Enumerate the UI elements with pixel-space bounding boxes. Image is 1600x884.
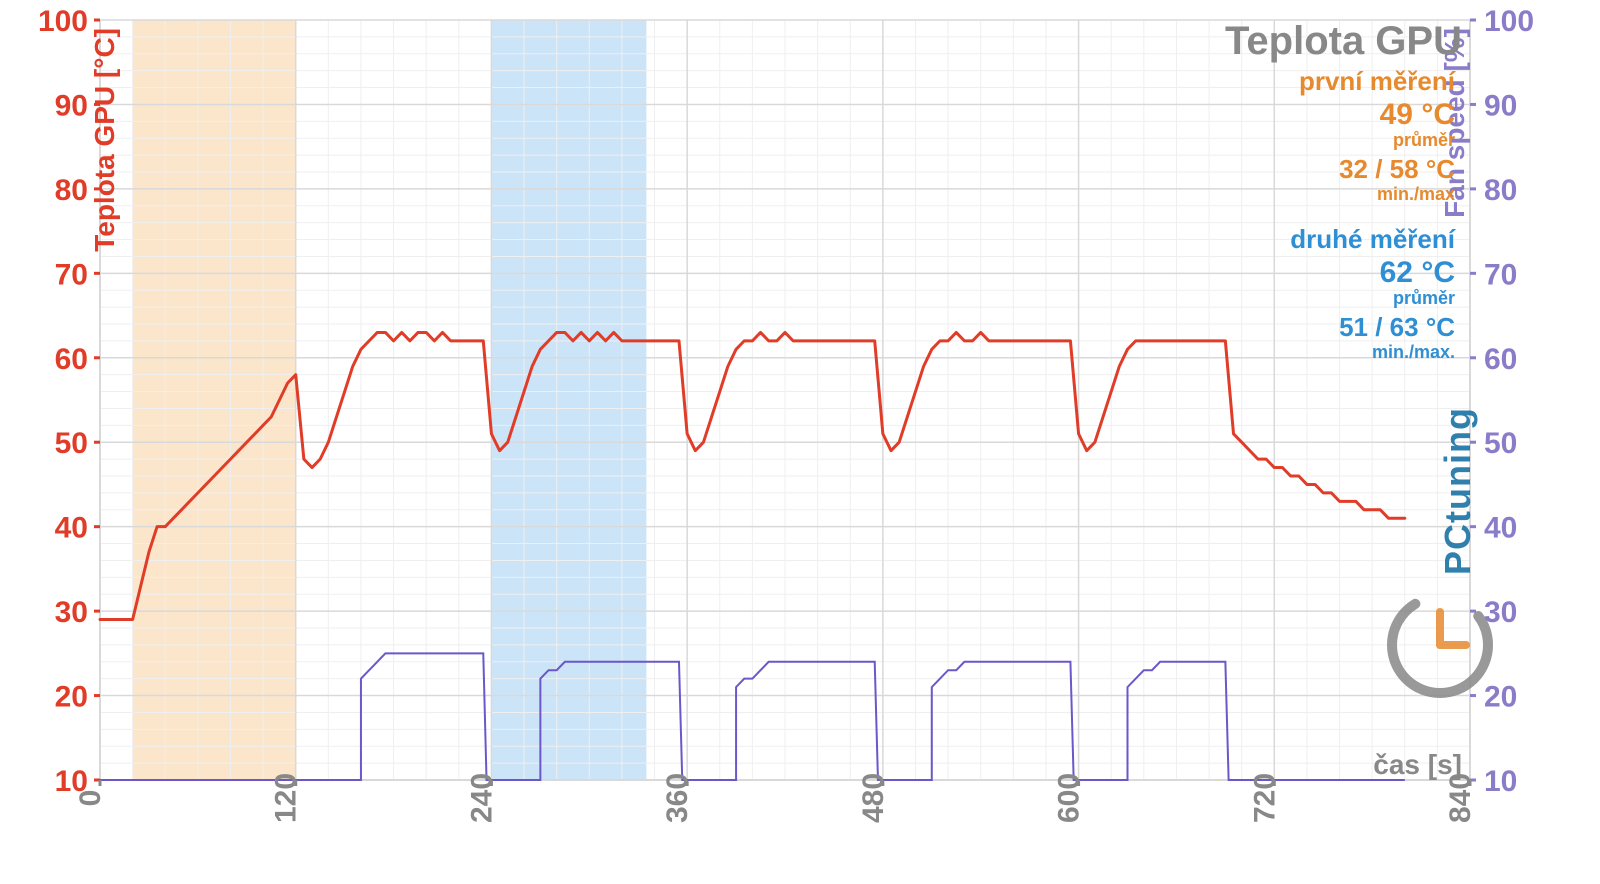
- y-left-tick: 50: [55, 427, 88, 460]
- y-left-tick: 20: [55, 681, 88, 714]
- y-left-axis-label: Teplota GPU [°C]: [89, 28, 120, 252]
- chart-title: Teplota GPU: [1225, 19, 1462, 63]
- y-left-tick: 60: [55, 343, 88, 376]
- second-measurement-band: [491, 20, 646, 780]
- x-tick: 360: [661, 773, 694, 823]
- x-tick: 120: [270, 773, 303, 823]
- second-title: druhé měření: [1290, 224, 1455, 254]
- x-tick: 840: [1444, 773, 1477, 823]
- first-title: první měření: [1299, 66, 1456, 96]
- gpu-temp-chart: PCtuning10203040506070809010010203040506…: [0, 0, 1600, 884]
- y-right-tick: 20: [1484, 681, 1517, 714]
- y-right-tick: 40: [1484, 512, 1517, 545]
- x-tick: 720: [1248, 773, 1281, 823]
- second-avg-label: průměr: [1393, 288, 1455, 308]
- first-avg: 49 °C: [1380, 98, 1455, 131]
- x-tick: 600: [1053, 773, 1086, 823]
- y-left-tick: 70: [55, 258, 88, 291]
- y-right-tick: 100: [1484, 5, 1534, 38]
- y-left-tick: 100: [38, 5, 88, 38]
- first-minmax: 32 / 58 °C: [1339, 154, 1455, 184]
- y-right-tick: 90: [1484, 89, 1517, 122]
- y-right-tick: 80: [1484, 174, 1517, 207]
- first-minmax-label: min./max: [1377, 184, 1455, 204]
- x-tick: 240: [465, 773, 498, 823]
- y-right-tick: 10: [1484, 765, 1517, 798]
- y-left-tick: 90: [55, 89, 88, 122]
- y-right-tick: 70: [1484, 258, 1517, 291]
- x-tick: 480: [857, 773, 890, 823]
- second-minmax-label: min./max.: [1372, 342, 1455, 362]
- y-right-tick: 30: [1484, 596, 1517, 629]
- y-left-tick: 40: [55, 512, 88, 545]
- x-tick: 0: [74, 790, 107, 807]
- y-right-tick: 50: [1484, 427, 1517, 460]
- first-measurement-band: [133, 20, 296, 780]
- y-right-tick: 60: [1484, 343, 1517, 376]
- y-left-tick: 80: [55, 174, 88, 207]
- second-avg: 62 °C: [1380, 256, 1455, 289]
- second-minmax: 51 / 63 °C: [1339, 312, 1455, 342]
- y-left-tick: 30: [55, 596, 88, 629]
- pctuning-logo-text: PCtuning: [1437, 407, 1478, 575]
- first-avg-label: průměr: [1393, 130, 1455, 150]
- x-axis-label: čas [s]: [1373, 749, 1462, 780]
